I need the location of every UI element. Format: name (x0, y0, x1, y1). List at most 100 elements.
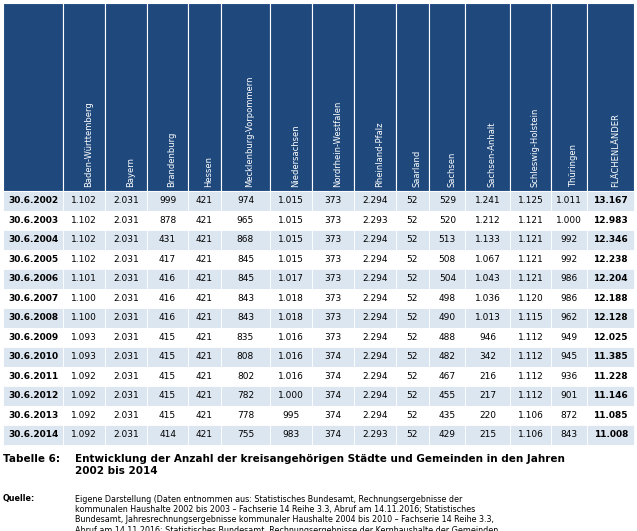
Bar (105, 3, 147, 191)
Text: 374: 374 (324, 372, 341, 381)
Text: 1.112: 1.112 (518, 391, 543, 400)
Bar (189, 3, 220, 191)
Text: 421: 421 (196, 313, 213, 322)
Text: 808: 808 (237, 352, 254, 361)
Text: 421: 421 (196, 216, 213, 225)
Text: 52: 52 (407, 196, 418, 205)
Bar (551, 191, 587, 210)
Bar (510, 425, 551, 444)
Bar (63, 288, 105, 308)
Text: 1.093: 1.093 (71, 333, 97, 342)
Text: 529: 529 (439, 196, 456, 205)
Text: 415: 415 (159, 333, 176, 342)
Bar (312, 308, 354, 328)
Bar (105, 308, 147, 328)
Bar (3, 386, 63, 406)
Text: 12.346: 12.346 (593, 235, 628, 244)
Text: 1.092: 1.092 (71, 411, 97, 419)
Text: 30.6.2006: 30.6.2006 (8, 274, 58, 283)
Bar (551, 230, 587, 250)
Bar (63, 328, 105, 347)
Text: 1.102: 1.102 (71, 216, 97, 225)
Text: 415: 415 (159, 352, 176, 361)
Text: 429: 429 (439, 430, 456, 439)
Text: 974: 974 (237, 196, 254, 205)
Text: Mecklenburg-Vorpommern: Mecklenburg-Vorpommern (245, 75, 254, 187)
Bar (429, 347, 466, 366)
Bar (396, 250, 429, 269)
Bar (312, 191, 354, 210)
Bar (466, 250, 510, 269)
Bar (510, 210, 551, 230)
Bar (147, 347, 189, 366)
Bar (147, 230, 189, 250)
Bar (312, 366, 354, 386)
Text: 52: 52 (407, 411, 418, 419)
Text: 1.121: 1.121 (518, 255, 543, 264)
Text: Baden-Württemberg: Baden-Württemberg (84, 101, 93, 187)
Text: 504: 504 (439, 274, 456, 283)
Text: 488: 488 (439, 333, 456, 342)
Bar (147, 386, 189, 406)
Bar (189, 210, 220, 230)
Text: 1.120: 1.120 (518, 294, 543, 303)
Text: 845: 845 (237, 255, 254, 264)
Text: 2.031: 2.031 (113, 352, 139, 361)
Bar (312, 269, 354, 288)
Bar (3, 191, 63, 210)
Bar (63, 406, 105, 425)
Bar (312, 347, 354, 366)
Bar (396, 269, 429, 288)
Bar (510, 230, 551, 250)
Text: 949: 949 (561, 333, 578, 342)
Bar (429, 210, 466, 230)
Text: 374: 374 (324, 430, 341, 439)
Text: Entwicklung der Anzahl der kreisangehörigen Städte und Gemeinden in den Jahren
2: Entwicklung der Anzahl der kreisangehöri… (75, 455, 565, 476)
Text: 1.016: 1.016 (278, 333, 304, 342)
Text: 1.115: 1.115 (517, 313, 543, 322)
Text: 2.031: 2.031 (113, 313, 139, 322)
Bar (429, 386, 466, 406)
Text: 421: 421 (196, 294, 213, 303)
Text: 2.293: 2.293 (362, 430, 387, 439)
Bar (587, 250, 634, 269)
Text: 1.043: 1.043 (475, 274, 501, 283)
Bar (312, 230, 354, 250)
Bar (147, 328, 189, 347)
Text: 52: 52 (407, 391, 418, 400)
Bar (63, 3, 105, 191)
Text: 482: 482 (439, 352, 456, 361)
Text: 30.6.2007: 30.6.2007 (8, 294, 58, 303)
Bar (220, 210, 270, 230)
Bar (3, 269, 63, 288)
Text: 52: 52 (407, 294, 418, 303)
Text: 13.167: 13.167 (593, 196, 628, 205)
Bar (551, 366, 587, 386)
Text: 995: 995 (283, 411, 300, 419)
Text: 416: 416 (159, 313, 176, 322)
Text: 12.238: 12.238 (594, 255, 628, 264)
Text: 217: 217 (479, 391, 496, 400)
Text: 2.031: 2.031 (113, 196, 139, 205)
Text: 1.017: 1.017 (278, 274, 304, 283)
Text: 1.016: 1.016 (278, 352, 304, 361)
Text: 1.100: 1.100 (71, 313, 97, 322)
Text: 30.6.2005: 30.6.2005 (8, 255, 58, 264)
Bar (551, 210, 587, 230)
Bar (587, 386, 634, 406)
Bar (270, 328, 312, 347)
Text: 962: 962 (561, 313, 578, 322)
Text: 373: 373 (324, 333, 341, 342)
Bar (587, 288, 634, 308)
Bar (63, 308, 105, 328)
Text: 2.031: 2.031 (113, 255, 139, 264)
Text: 946: 946 (479, 333, 496, 342)
Text: 12.128: 12.128 (594, 313, 628, 322)
Text: Nordrhein-Westfalen: Nordrhein-Westfalen (333, 101, 342, 187)
Text: 435: 435 (439, 411, 456, 419)
Text: 374: 374 (324, 352, 341, 361)
Bar (220, 308, 270, 328)
Text: 30.6.2011: 30.6.2011 (8, 372, 58, 381)
Bar (396, 288, 429, 308)
Bar (189, 250, 220, 269)
